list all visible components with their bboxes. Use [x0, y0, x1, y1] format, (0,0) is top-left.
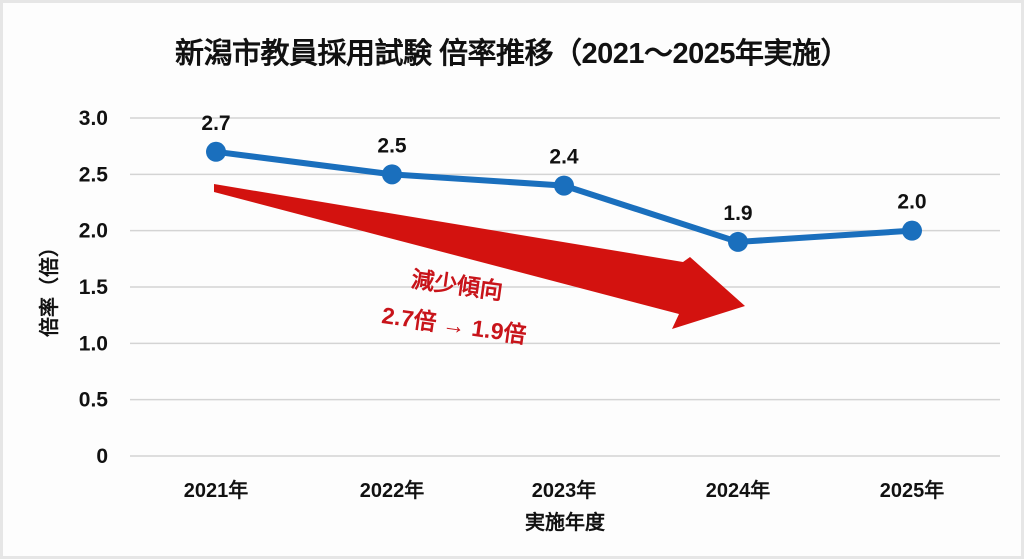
data-point: [206, 141, 226, 162]
gridlines: [130, 117, 1000, 457]
x-tick-label: 2023年: [532, 478, 597, 502]
x-tick-label: 2025年: [880, 478, 945, 502]
data-label: 1.9: [723, 202, 752, 225]
x-tick-label: 2021年: [184, 478, 249, 502]
trend-arrow-icon: [214, 184, 745, 329]
x-tick-label: 2022年: [360, 478, 425, 502]
y-tick-label: 2.0: [79, 220, 108, 243]
y-axis-ticks: 0 0.5 1.0 1.5 2.0 2.5 3.0: [79, 107, 109, 468]
data-label: 2.7: [201, 112, 230, 135]
y-tick-label: 3.0: [79, 107, 108, 130]
annotation-line2: 2.7倍 → 1.9倍: [380, 302, 528, 348]
y-axis-label: 倍率（倍）: [37, 237, 61, 337]
y-tick-label: 1.0: [79, 332, 108, 355]
data-point: [554, 175, 574, 196]
data-label: 2.4: [549, 146, 579, 169]
series-line: 2.7 2.5 2.4 1.9 2.0: [201, 112, 927, 252]
y-tick-label: 0: [96, 445, 108, 468]
chart-title: 新潟市教員採用試験 倍率推移（2021〜2025年実施）: [174, 38, 850, 70]
y-tick-label: 1.5: [79, 276, 109, 299]
y-tick-label: 2.5: [79, 163, 109, 186]
data-label: 2.5: [377, 134, 407, 157]
x-tick-label: 2024年: [706, 478, 771, 502]
data-point: [382, 164, 402, 185]
chart-frame: [3, 3, 1021, 556]
x-axis-ticks: 2021年 2022年 2023年 2024年 2025年: [184, 478, 945, 502]
data-point: [902, 220, 922, 241]
y-tick-label: 0.5: [79, 389, 109, 412]
data-label: 2.0: [897, 191, 926, 214]
x-axis-label: 実施年度: [525, 510, 606, 534]
annotation-line1: 減少傾向: [410, 266, 505, 305]
data-point: [728, 231, 748, 252]
